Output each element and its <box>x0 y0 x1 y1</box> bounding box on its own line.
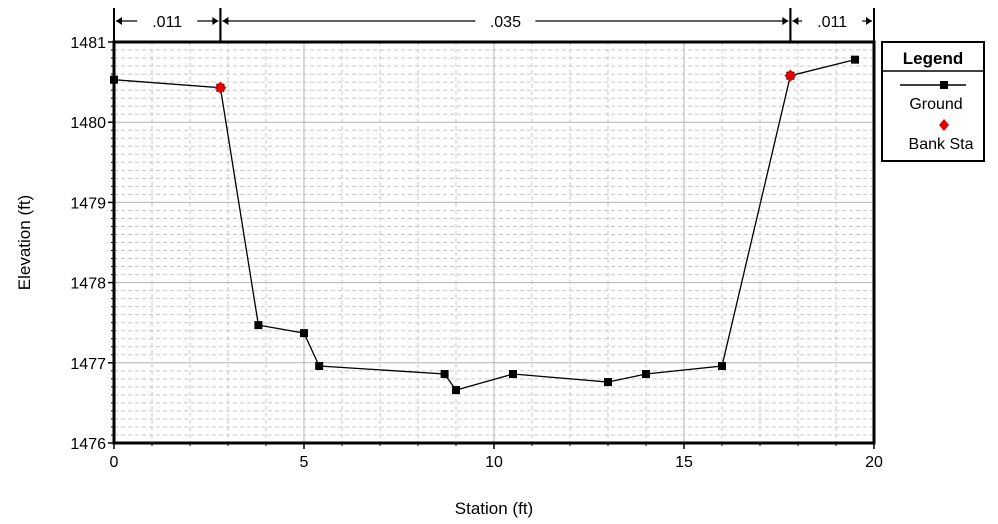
x-tick-label: 15 <box>675 454 693 471</box>
n-value-label: .011 <box>152 14 182 31</box>
legend-ground-marker <box>940 81 948 89</box>
ground-point <box>604 378 612 387</box>
x-tick-label: 0 <box>110 454 119 471</box>
n-arrowhead <box>866 17 872 25</box>
y-tick-label: 1481 <box>70 35 106 52</box>
n-arrowhead <box>782 17 789 25</box>
y-axis-title: Elevation (ft) <box>15 195 34 290</box>
y-tick-label: 1478 <box>70 276 106 293</box>
x-tick-label: 5 <box>300 454 309 471</box>
n-value-label: .011 <box>817 14 847 31</box>
plot-frame <box>112 40 876 445</box>
ground-point <box>509 370 517 379</box>
bank-station-point <box>214 81 227 94</box>
ground-point <box>254 321 263 330</box>
axis-ticks: 0 5 10 15 20 1476 1477 1478 1479 1480 1481 <box>70 35 883 471</box>
ground-point <box>851 55 859 64</box>
ground-point <box>452 386 460 395</box>
n-arrowhead <box>212 17 219 25</box>
ground-point <box>440 370 449 379</box>
legend-bank-sta-label: Bank Sta <box>909 136 974 153</box>
legend-ground-label: Ground <box>909 96 962 113</box>
bank-station-point <box>784 69 797 82</box>
legend-title: Legend <box>903 49 963 68</box>
y-tick-label: 1477 <box>70 356 106 373</box>
n-arrowhead <box>792 17 799 25</box>
ground-point <box>315 362 324 371</box>
ground-line <box>113 59 856 391</box>
ground-point <box>718 362 726 371</box>
y-tick-label: 1480 <box>70 115 106 132</box>
y-tick-label: 1479 <box>70 195 106 212</box>
n-value-label: .035 <box>490 14 521 31</box>
x-axis-title: Station (ft) <box>455 499 533 518</box>
n-arrowhead <box>222 17 229 25</box>
x-tick-label: 20 <box>865 454 883 471</box>
mannings-n-bar: .011 .035 .011 <box>113 8 875 42</box>
legend-bank-sta-marker <box>939 119 949 131</box>
y-tick-label: 1476 <box>70 436 106 453</box>
x-tick-label: 10 <box>485 454 503 471</box>
series-layer <box>110 55 859 395</box>
n-arrowhead <box>116 17 122 25</box>
legend: Legend Ground Bank Sta <box>881 41 985 162</box>
ground-point <box>642 370 650 379</box>
legend-box <box>881 41 985 162</box>
ground-point <box>300 329 308 338</box>
